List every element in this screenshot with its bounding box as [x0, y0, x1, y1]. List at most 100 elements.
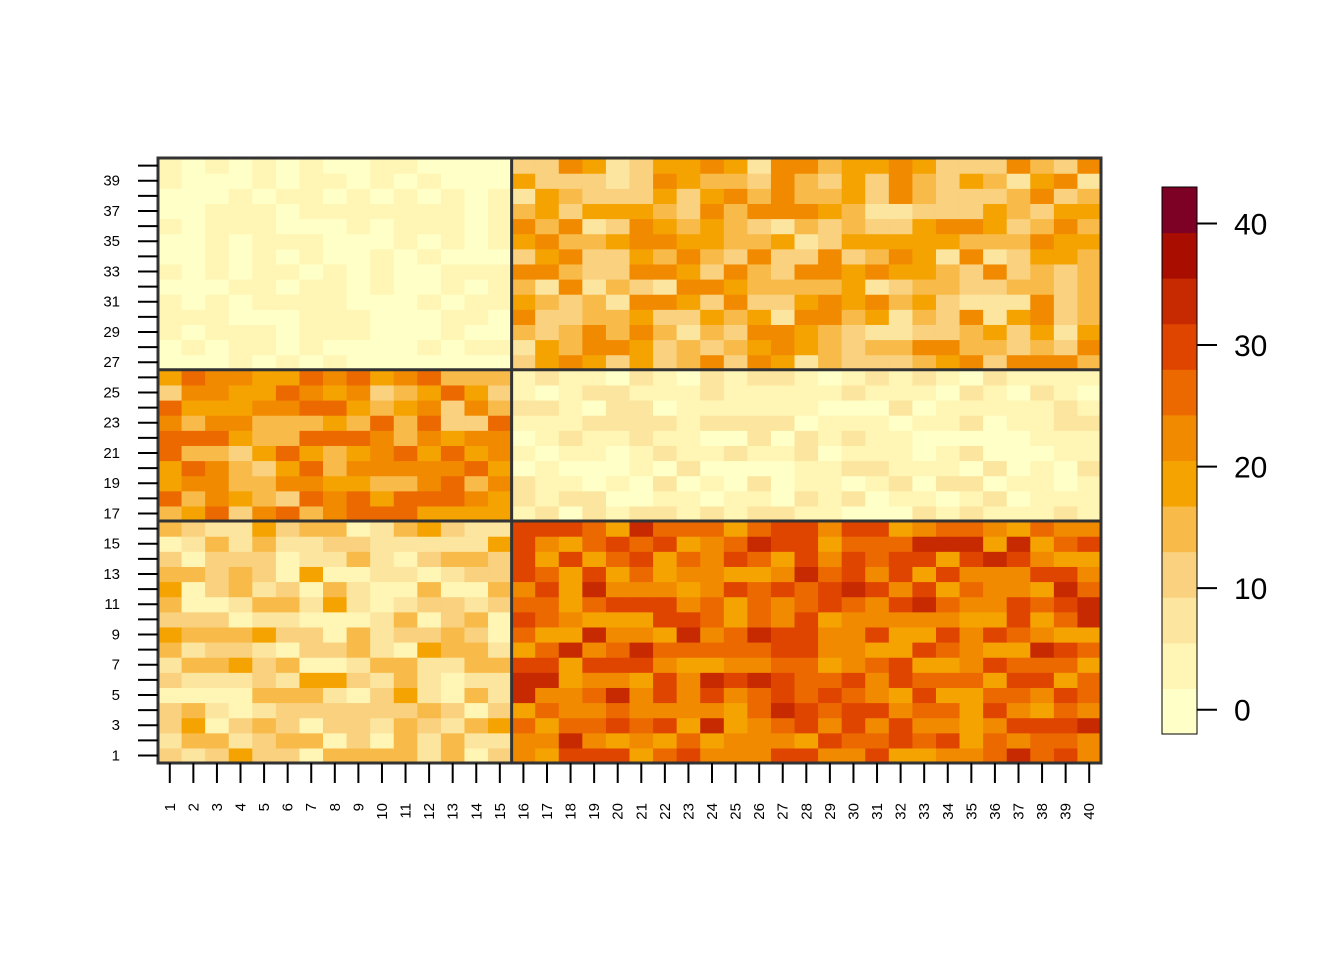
heatmap-cell [935, 611, 961, 628]
heatmap-cell [747, 596, 772, 613]
heatmap-cell [393, 173, 418, 189]
heatmap-cell [653, 369, 678, 386]
heatmap-cell [346, 248, 371, 265]
heatmap-cell [158, 279, 183, 295]
heatmap-cell [346, 521, 371, 537]
heatmap-cell [1077, 430, 1102, 446]
heatmap-cell [700, 521, 725, 537]
heatmap-cell [558, 233, 583, 250]
heatmap-cell [605, 747, 631, 764]
heatmap-cell [417, 732, 442, 749]
heatmap-cell [393, 687, 418, 704]
heatmap-cell [865, 475, 890, 492]
heatmap-cell [346, 203, 371, 220]
heatmap-cell [488, 188, 513, 204]
heatmap-cell [818, 309, 843, 325]
heatmap-cell [983, 248, 1008, 265]
heatmap-cell [275, 505, 301, 522]
heatmap-cell [558, 369, 583, 386]
heatmap-cell [723, 369, 748, 386]
colorbar-segment [1162, 460, 1197, 507]
heatmap-cell [488, 445, 513, 462]
heatmap-cell [1077, 324, 1102, 341]
heatmap-cell [676, 747, 701, 764]
heatmap-cell [676, 732, 701, 749]
heatmap-cell [275, 702, 301, 719]
heatmap-cell [912, 294, 937, 310]
heatmap-cell [1077, 369, 1102, 386]
heatmap-cell [228, 324, 253, 341]
heatmap-cell [252, 263, 277, 280]
heatmap-cell [275, 354, 301, 371]
heatmap-cell [676, 203, 701, 220]
heatmap-cell [747, 248, 772, 265]
heatmap-cell [370, 324, 395, 341]
heatmap-cell [464, 672, 489, 688]
colorbar-segment [1162, 642, 1197, 689]
heatmap-cell [818, 203, 843, 220]
heatmap-cell [252, 309, 277, 325]
heatmap-cell [440, 248, 466, 265]
heatmap-cell [818, 536, 843, 552]
heatmap-cell [558, 672, 583, 688]
heatmap-cell [841, 475, 866, 492]
y-tick-label: 17 [103, 505, 120, 522]
heatmap-cell [417, 657, 442, 673]
heatmap-cell [464, 158, 489, 174]
heatmap-cell [440, 445, 466, 462]
heatmap-cell [1053, 581, 1079, 598]
heatmap-cell [205, 611, 230, 628]
heatmap-cell [1053, 233, 1079, 250]
y-tick-label: 29 [103, 324, 120, 341]
heatmap-cell [558, 188, 583, 204]
heatmap-cell [770, 279, 796, 295]
heatmap-cell [346, 642, 371, 658]
heatmap-cell [841, 687, 866, 704]
heatmap-cell [417, 642, 442, 658]
heatmap-cell [1077, 263, 1102, 280]
heatmap-cell [983, 354, 1008, 371]
heatmap-cell [1053, 460, 1079, 477]
heatmap-cell [888, 218, 913, 235]
heatmap-cell [558, 430, 583, 446]
heatmap-cell [440, 687, 466, 704]
heatmap-cell [488, 218, 513, 235]
plot-border [156, 156, 1103, 765]
heatmap-cell [299, 369, 324, 386]
heatmap-cell [511, 521, 536, 537]
heatmap-cell [440, 173, 466, 189]
heatmap-cell [511, 400, 536, 416]
heatmap-cell [700, 702, 725, 719]
heatmap-cell [983, 400, 1008, 416]
heatmap-cell [228, 521, 253, 537]
heatmap-cell [370, 158, 395, 174]
heatmap-cell [488, 400, 513, 416]
heatmap-cell [653, 672, 678, 688]
heatmap-cell [370, 642, 395, 658]
heatmap-cell [323, 158, 348, 174]
heatmap-cell [393, 566, 418, 583]
heatmap-cell [912, 203, 937, 220]
heatmap-cell [464, 430, 489, 446]
heatmap-cell [841, 188, 866, 204]
heatmap-cell [1006, 233, 1031, 250]
heatmap-cell [1077, 475, 1102, 492]
heatmap-cell [865, 279, 890, 295]
heatmap-cell [1006, 188, 1031, 204]
heatmap-cell [747, 687, 772, 704]
heatmap-cell [299, 657, 324, 673]
heatmap-cell [393, 369, 418, 386]
heatmap-cell [440, 339, 466, 356]
heatmap-cell [158, 672, 183, 688]
heatmap-cell [1030, 384, 1055, 401]
heatmap-cell [1006, 642, 1031, 658]
heatmap-cell [935, 505, 961, 522]
heatmap-cell [228, 611, 253, 628]
heatmap-cell [676, 309, 701, 325]
heatmap-cell [417, 626, 442, 643]
heatmap-cell [181, 354, 206, 371]
heatmap-cell [488, 415, 513, 431]
heatmap-cell [983, 475, 1008, 492]
heatmap-cell [770, 566, 796, 583]
heatmap-cell [1053, 490, 1079, 507]
